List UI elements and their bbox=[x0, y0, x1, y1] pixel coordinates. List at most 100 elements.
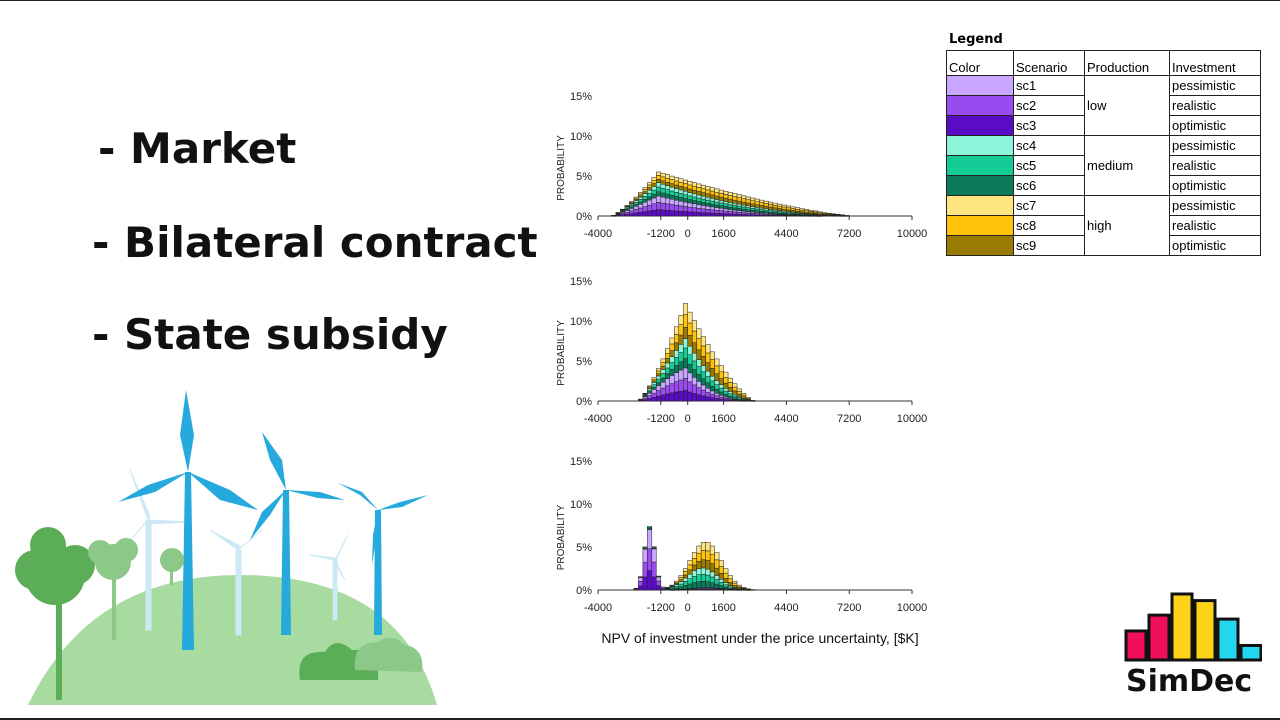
histogram-bar-sc7 bbox=[745, 588, 751, 590]
histogram-bar-sc4 bbox=[736, 203, 742, 207]
logo-bar bbox=[1147, 613, 1171, 662]
histogram-bar-sc9 bbox=[705, 362, 711, 372]
histogram-bar-sc1 bbox=[669, 198, 675, 205]
histogram-bar-sc7 bbox=[732, 383, 738, 388]
histogram-bar-sc6 bbox=[678, 361, 684, 371]
histogram-bar-sc9 bbox=[696, 561, 702, 569]
histogram-bar-sc2 bbox=[700, 208, 706, 213]
histogram-bar-sc8 bbox=[718, 371, 724, 379]
histogram-bar-sc2 bbox=[642, 206, 648, 212]
histogram-bar-sc8 bbox=[727, 382, 733, 388]
simdec-logo-bars bbox=[1124, 592, 1262, 662]
histogram-bar-sc6 bbox=[665, 373, 671, 379]
histogram-bar-sc2 bbox=[678, 379, 684, 392]
histogram-bar-sc8 bbox=[705, 352, 711, 363]
histogram-bar-sc2 bbox=[638, 207, 644, 213]
histogram-bar-sc1 bbox=[709, 390, 715, 395]
histogram-bar-sc4 bbox=[687, 573, 693, 579]
histogram-bar-sc2 bbox=[687, 206, 693, 213]
histogram-bar-sc3 bbox=[638, 211, 644, 217]
histogram-bar-sc3 bbox=[682, 211, 688, 217]
histogram-bar-sc7 bbox=[714, 188, 720, 193]
histogram-bar-sc1 bbox=[638, 577, 644, 582]
histogram-bar-sc7 bbox=[763, 200, 769, 204]
legend-swatch-sc3 bbox=[946, 115, 1014, 136]
histogram-bar-sc2 bbox=[651, 561, 657, 578]
histogram-bar-sc8 bbox=[759, 202, 765, 206]
histogram-bar-sc7 bbox=[718, 189, 724, 194]
histogram-bar-sc7 bbox=[786, 205, 792, 209]
histogram-bar-sc7 bbox=[674, 326, 679, 335]
histogram-bar-sc8 bbox=[687, 564, 693, 571]
histogram-bar-sc8 bbox=[691, 330, 697, 343]
histogram-bar-sc3 bbox=[647, 210, 653, 217]
histogram-bar-sc8 bbox=[660, 362, 666, 367]
histogram-bar-sc2 bbox=[674, 381, 679, 393]
histogram-bar-sc2 bbox=[691, 384, 697, 394]
histogram-bar-sc4 bbox=[745, 205, 751, 208]
legend-swatch-sc9 bbox=[946, 235, 1014, 256]
histogram-bar-sc9 bbox=[732, 199, 738, 204]
histogram-bar-sc5 bbox=[669, 190, 675, 196]
histogram-bar-sc2 bbox=[723, 210, 729, 214]
histogram-bar-sc4 bbox=[700, 195, 706, 200]
histogram-bar-sc9 bbox=[732, 585, 738, 588]
legend-row: sc9 optimistic bbox=[946, 235, 1261, 256]
histogram-bar-sc7 bbox=[651, 377, 657, 380]
histogram-bar-sc8 bbox=[790, 208, 796, 211]
histogram-bar-sc8 bbox=[665, 178, 671, 183]
histogram-bar-sc1 bbox=[665, 378, 671, 387]
histogram-bar-sc8 bbox=[750, 200, 756, 205]
histogram-bar-sc7 bbox=[678, 315, 684, 325]
histogram-bar-sc6 bbox=[705, 203, 711, 207]
histogram-bar-sc3 bbox=[705, 396, 711, 402]
histogram-bar-sc9 bbox=[750, 203, 756, 207]
histogram-bar-sc7 bbox=[822, 212, 828, 214]
histogram-bar-sc6 bbox=[700, 202, 706, 206]
histogram-bar-sc5 bbox=[700, 573, 706, 582]
bullet-market: - Market bbox=[98, 124, 297, 173]
x-tick-label: -4000 bbox=[584, 228, 612, 240]
histogram-bar-sc7 bbox=[718, 560, 724, 567]
histogram-bar-sc8 bbox=[678, 577, 684, 580]
histogram-bar-sc3 bbox=[714, 213, 720, 217]
histogram-bar-sc6 bbox=[700, 378, 706, 386]
histogram-bar-sc9 bbox=[665, 358, 671, 364]
histogram-bar-sc7 bbox=[741, 393, 747, 396]
histogram-bar-sc7 bbox=[700, 542, 706, 551]
histogram-bar-sc4 bbox=[741, 204, 747, 208]
x-tick-label: 10000 bbox=[897, 413, 928, 425]
legend-scenario: sc6 bbox=[1013, 175, 1085, 196]
histogram-bar-sc5 bbox=[723, 584, 729, 588]
histogram-bar-sc6 bbox=[647, 196, 653, 201]
histogram-bar-sc7 bbox=[691, 182, 697, 187]
histogram-bar-sc8 bbox=[714, 365, 720, 374]
histogram-bar-sc1 bbox=[656, 576, 662, 582]
histogram-bar-sc9 bbox=[682, 187, 688, 192]
histogram-bar-sc5 bbox=[660, 188, 666, 194]
histogram-bar-sc8 bbox=[660, 176, 666, 182]
histogram-bar-sc3 bbox=[709, 212, 715, 217]
histogram-bar-sc2 bbox=[660, 202, 666, 211]
histogram-bar-sc9 bbox=[687, 335, 693, 347]
histogram-bar-sc7 bbox=[790, 206, 796, 209]
x-tick-label: -1200 bbox=[647, 413, 675, 425]
histogram-bar-sc7 bbox=[633, 196, 639, 199]
histogram-bar-sc7 bbox=[705, 344, 711, 354]
histogram-bar-sc7 bbox=[656, 368, 662, 372]
histogram-bar-sc7 bbox=[714, 358, 720, 367]
logo-bar bbox=[1239, 643, 1262, 662]
histogram-bar-sc4 bbox=[651, 382, 657, 385]
histogram-bar-sc5 bbox=[754, 208, 760, 212]
histogram-bar-sc5 bbox=[732, 395, 738, 398]
legend-swatch-sc1 bbox=[946, 75, 1014, 96]
histogram-bar-sc1 bbox=[647, 199, 653, 206]
histogram-bar-sc6 bbox=[669, 195, 675, 200]
histogram-bar-sc6 bbox=[705, 382, 711, 389]
histogram-bar-sc6 bbox=[696, 581, 702, 589]
histogram-bar-sc3 bbox=[736, 214, 742, 217]
histogram-bar-sc7 bbox=[665, 587, 671, 589]
histogram-bar-sc2 bbox=[687, 381, 693, 393]
histogram-bar-sc7 bbox=[705, 186, 711, 191]
histogram-bar-sc9 bbox=[709, 194, 715, 199]
